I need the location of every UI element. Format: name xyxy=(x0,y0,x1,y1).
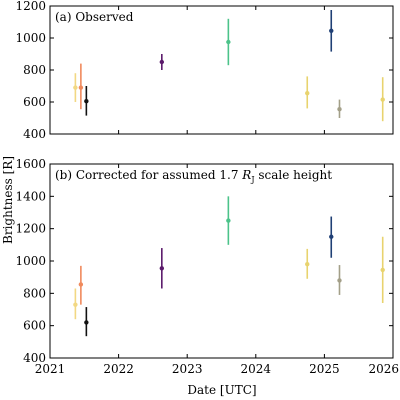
point-marker xyxy=(78,282,84,287)
point-marker xyxy=(159,266,165,271)
x-axis-label: Date [UTC] xyxy=(187,383,256,397)
panel-a: 400 600 800 1000 1200 (a) Observed xyxy=(15,0,394,141)
x-tick-label: 2022 xyxy=(103,362,134,376)
panel-title: (a) Observed xyxy=(55,10,134,24)
y-tick-label: 400 xyxy=(23,351,46,365)
plot-frame xyxy=(49,163,394,359)
panel-title-symbol: R xyxy=(241,168,251,182)
point-marker xyxy=(84,99,89,104)
data-point xyxy=(84,307,89,337)
panel-b: 400 600 800 1000 1200 1400 1600 2021 2022 2023 202… xyxy=(15,157,399,376)
point-marker xyxy=(84,320,89,325)
data-point xyxy=(305,76,310,109)
data-point xyxy=(329,216,334,258)
panel-title-subscript: J xyxy=(250,175,254,184)
y-tick-label: 1000 xyxy=(15,31,46,45)
data-point xyxy=(380,236,385,304)
data-point xyxy=(329,10,334,52)
point-marker xyxy=(226,218,231,223)
y-tick-label: 1600 xyxy=(15,157,46,171)
y-tick-label: 1200 xyxy=(15,0,46,13)
y-tick-label: 1000 xyxy=(15,254,46,268)
point-marker xyxy=(73,302,78,307)
y-tick-label: 600 xyxy=(23,319,46,333)
panel-title-tail: scale height xyxy=(255,168,333,182)
data-point xyxy=(159,248,165,289)
data-point xyxy=(73,73,78,102)
y-tick-label: 1400 xyxy=(15,189,46,203)
data-point xyxy=(226,196,231,245)
point-marker xyxy=(305,91,310,96)
point-marker xyxy=(337,278,342,283)
data-point xyxy=(159,54,165,70)
x-tick-label: 2021 xyxy=(35,362,66,376)
x-tick-label: 2023 xyxy=(172,362,203,376)
data-point xyxy=(78,63,84,110)
data-point xyxy=(337,265,342,295)
point-marker xyxy=(329,234,334,239)
panel-title: (b) Corrected for assumed 1.7 RJ scale h… xyxy=(55,168,332,184)
plot-frame xyxy=(49,5,394,135)
point-marker xyxy=(226,39,231,45)
data-point xyxy=(84,86,89,116)
panel-title-lead: (b) Corrected for assumed 1.7 xyxy=(55,168,242,182)
point-marker xyxy=(78,85,84,90)
point-marker xyxy=(380,267,385,273)
x-tick-label: 2026 xyxy=(368,362,399,376)
data-point xyxy=(380,77,385,122)
y-axis-label: Brightness [R] xyxy=(1,156,15,244)
y-tick-label: 400 xyxy=(23,127,46,141)
x-tick-label: 2024 xyxy=(241,362,272,376)
point-marker xyxy=(337,107,342,112)
y-tick-label: 600 xyxy=(23,95,46,109)
point-marker xyxy=(159,59,165,65)
point-marker xyxy=(329,28,334,33)
y-tick-label: 1200 xyxy=(15,222,46,236)
data-point xyxy=(305,248,310,279)
data-point xyxy=(73,288,78,320)
y-tick-label: 800 xyxy=(23,63,46,77)
point-marker xyxy=(380,97,385,102)
x-tick-label: 2025 xyxy=(309,362,340,376)
data-point xyxy=(226,18,231,66)
point-marker xyxy=(73,85,78,90)
y-tick-label: 800 xyxy=(23,286,46,300)
point-marker xyxy=(305,262,310,267)
data-point xyxy=(337,99,342,118)
data-point xyxy=(78,265,84,305)
